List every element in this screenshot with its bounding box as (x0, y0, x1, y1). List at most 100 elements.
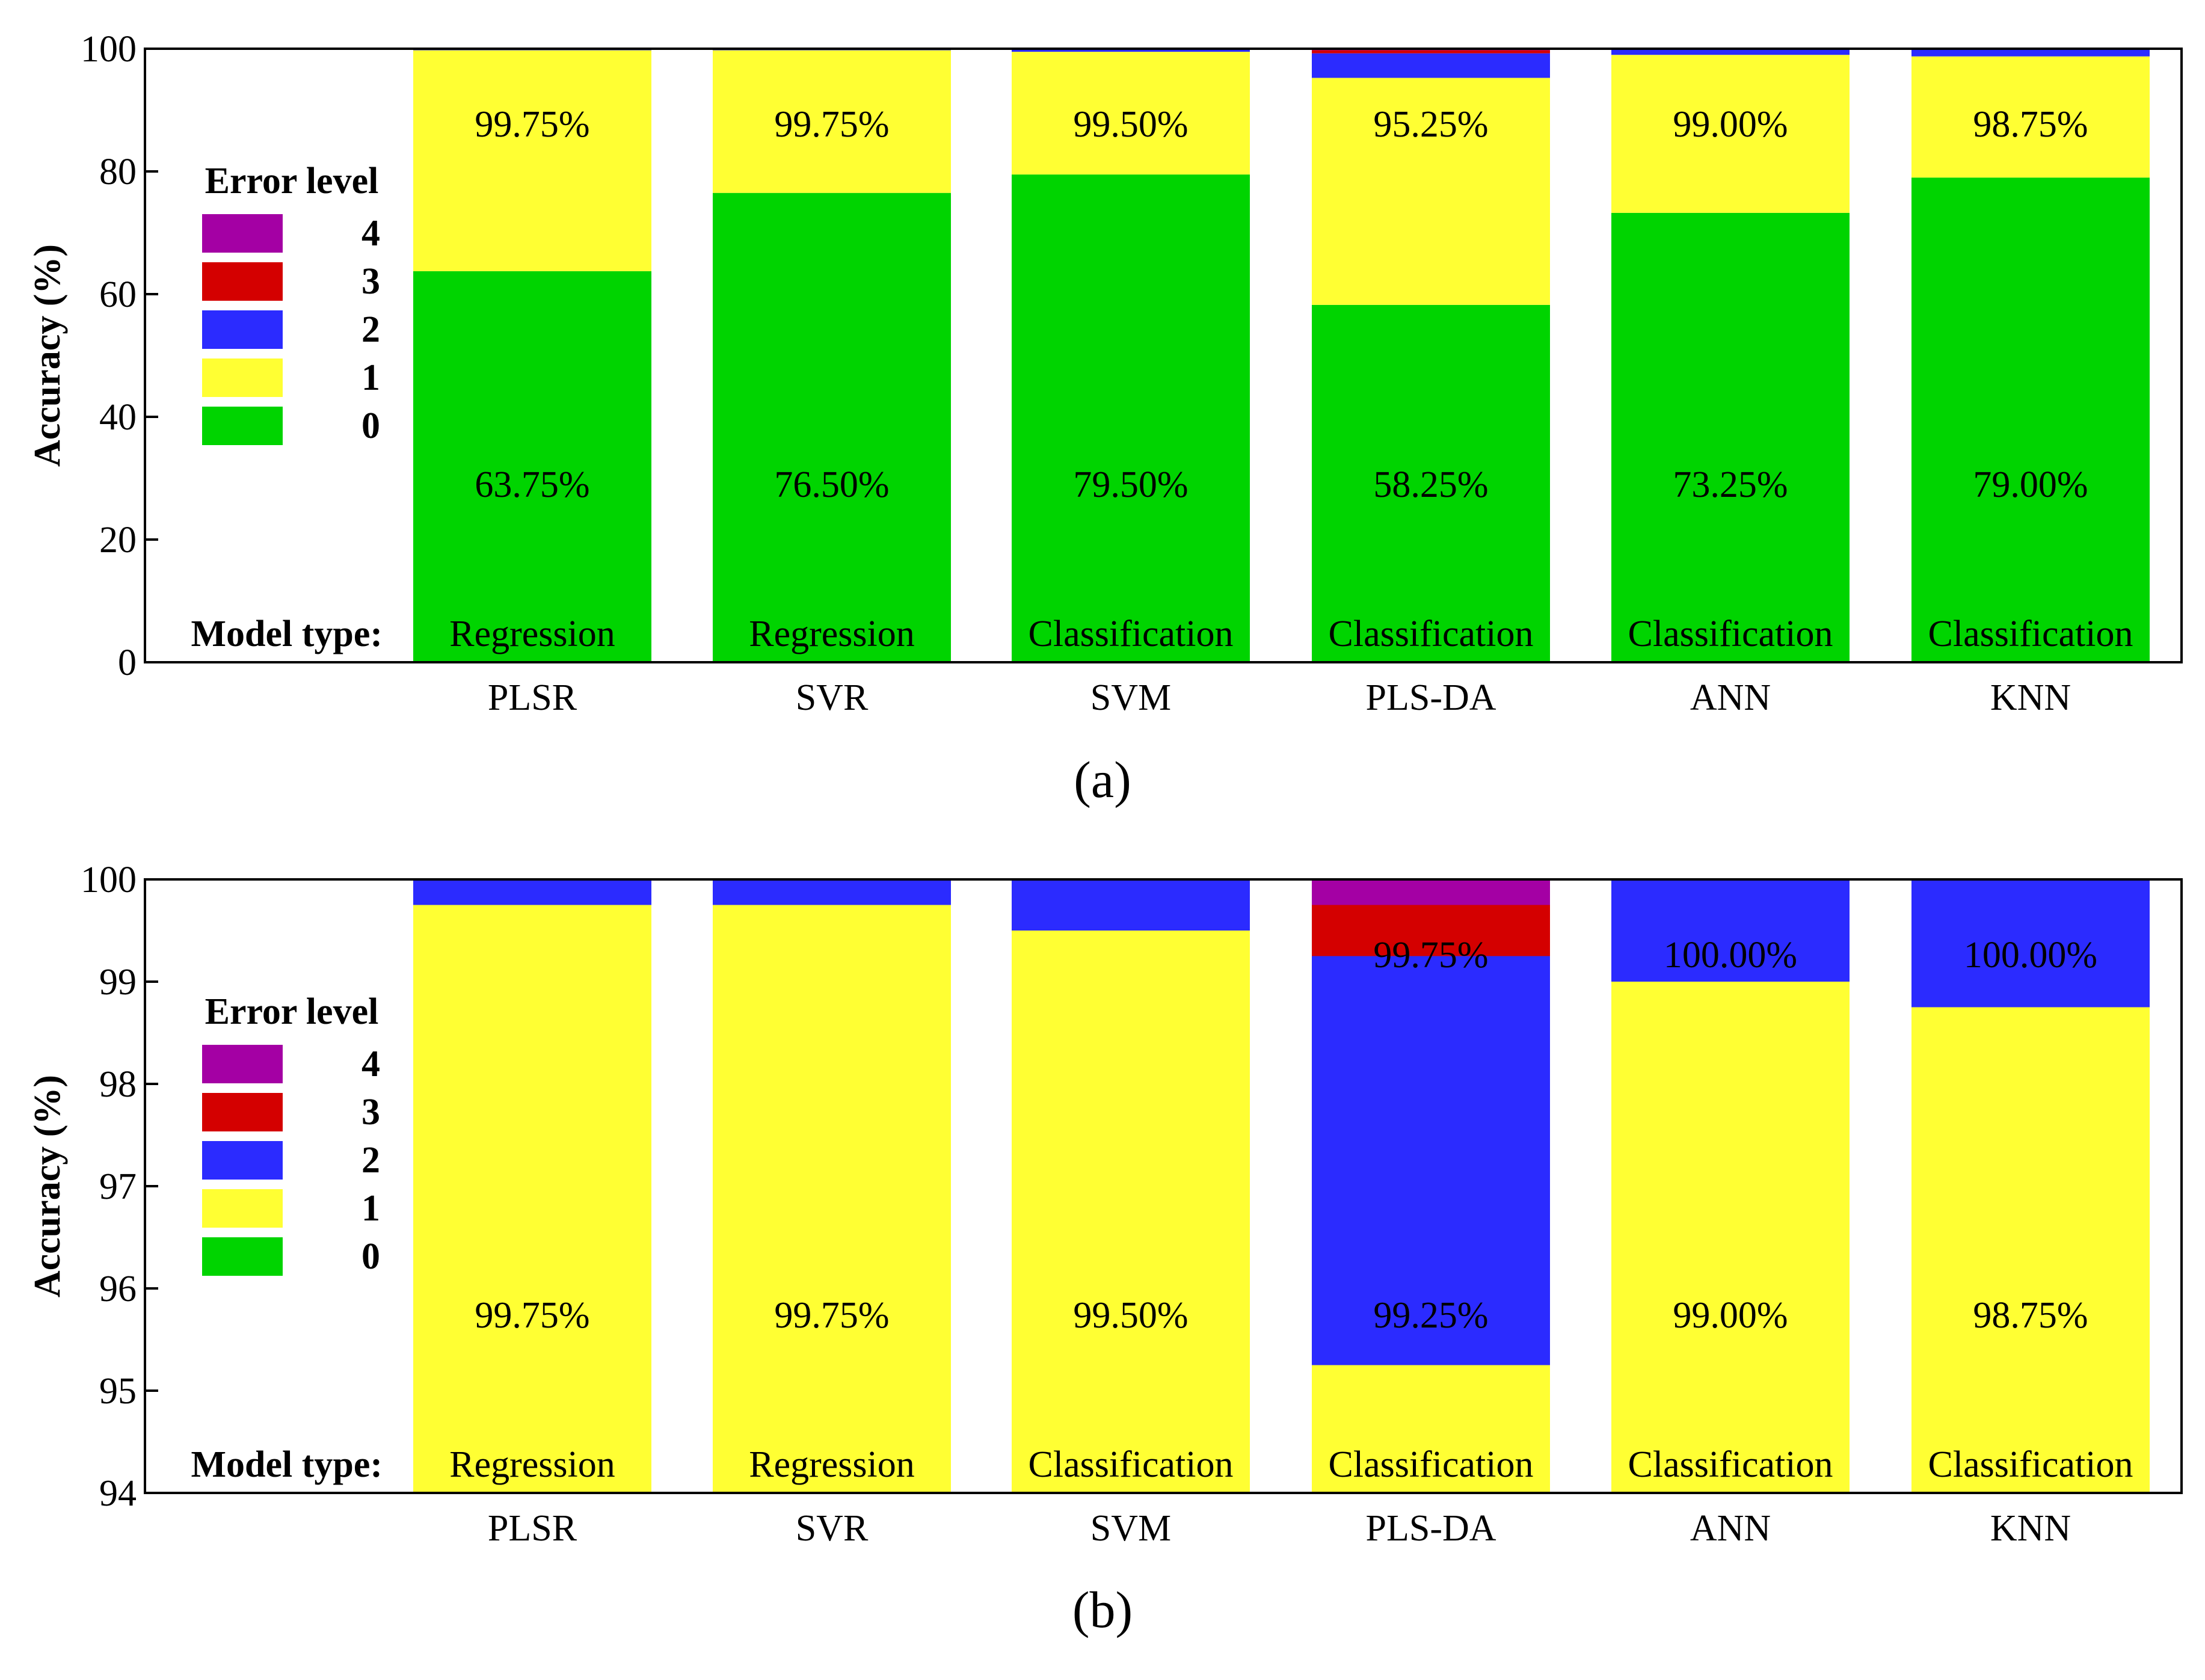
x-tick-label: PLSR (488, 677, 577, 718)
bar-svm-level-0 (1012, 174, 1250, 662)
bar-knn-level-0 (1911, 177, 2150, 662)
data-label-lower: 63.75% (475, 464, 589, 505)
legend-label: 2 (361, 1140, 380, 1181)
x-tick-label: PLS-DA (1365, 1508, 1496, 1549)
data-label-upper: 100.00% (1964, 935, 2097, 976)
plot-frame (144, 48, 2183, 663)
data-label-lower: 76.50% (774, 464, 889, 505)
data-label-lower: 79.00% (1973, 464, 2088, 505)
legend-title: Error level (205, 161, 379, 202)
bar-knn-level-2 (1911, 49, 2150, 57)
bar-plsr-level-2 (413, 879, 651, 905)
data-label-lower: 99.50% (1073, 1295, 1188, 1336)
legend: Error level 4 3 2 1 0 (202, 161, 380, 446)
panel-b: 94 95 96 97 98 99 100 Accuracy (%) PLSR SVR SVM PLS… (27, 860, 2183, 1638)
legend-swatch-level-1 (202, 1189, 283, 1228)
x-tick-label: PLSR (488, 1508, 577, 1549)
legend-label: 1 (361, 357, 380, 398)
data-label-lower: 58.25% (1373, 464, 1488, 505)
legend-swatch-level-2 (202, 310, 283, 349)
bar-ann-level-1 (1611, 55, 1850, 213)
bar-ann-level-2 (1611, 49, 1850, 55)
y-tick-label: 0 (118, 642, 137, 683)
x-tick-label: SVR (796, 1508, 869, 1549)
legend-label: 3 (361, 261, 380, 302)
data-label-upper: 99.75% (774, 104, 889, 145)
bar-pls-da-level-4 (1312, 879, 1550, 905)
x-tick-label: SVM (1090, 1508, 1171, 1549)
legend-swatch-level-1 (202, 358, 283, 397)
bar-svm-level-2 (1012, 879, 1250, 931)
legend-swatch-level-2 (202, 1141, 283, 1180)
model-type-label: Model type: (191, 1444, 383, 1485)
bar-svr-level-1 (713, 905, 951, 1493)
bar-knn-level-1 (1911, 1007, 2150, 1493)
bar-svm-level-2 (1012, 49, 1250, 52)
bar-pls-da-level-0 (1312, 304, 1550, 662)
data-label-lower: 99.75% (774, 1295, 889, 1336)
model-type-value: Regression (449, 614, 615, 654)
legend-label: 0 (361, 1236, 380, 1277)
data-label-lower: 99.25% (1373, 1295, 1488, 1336)
y-tick-label: 60 (99, 274, 137, 315)
legend-label: 4 (361, 213, 380, 254)
panel-label: (b) (1072, 1581, 1133, 1638)
y-tick-label: 96 (99, 1269, 137, 1309)
legend-swatch-level-4 (202, 214, 283, 253)
legend: Error level 4 3 2 1 0 (202, 991, 380, 1277)
bar-svr-level-0 (713, 192, 951, 662)
data-label-lower: 73.25% (1673, 464, 1788, 505)
legend-label: 3 (361, 1092, 380, 1133)
x-tick-label: KNN (1990, 677, 2071, 718)
data-label-lower: 99.00% (1673, 1295, 1788, 1336)
bar-ann-level-2 (1611, 879, 1850, 982)
legend-label: 1 (361, 1188, 380, 1229)
y-tick-label: 95 (99, 1371, 137, 1412)
bar-knn-level-1 (1911, 56, 2150, 178)
data-label-upper: 98.75% (1973, 104, 2088, 145)
data-label-upper: 99.75% (1373, 935, 1488, 976)
bar-plsr-level-1 (413, 905, 651, 1493)
legend-label: 4 (361, 1044, 380, 1085)
y-axis-label: Accuracy (%) (27, 244, 68, 467)
bar-pls-da-level-2 (1312, 53, 1550, 78)
y-tick-label: 100 (81, 860, 137, 900)
model-type-label: Model type: (191, 614, 383, 654)
y-tick-label: 40 (99, 397, 137, 438)
x-tick-label: ANN (1690, 677, 1771, 718)
legend-title: Error level (205, 991, 379, 1032)
bar-svr-level-1 (713, 50, 951, 193)
x-tick-label: SVM (1090, 677, 1171, 718)
model-type-value: Classification (1329, 614, 1534, 654)
model-type-value: Classification (1628, 614, 1833, 654)
bar-plsr-level-1 (413, 50, 651, 271)
bars (413, 49, 2150, 662)
y-axis-label: Accuracy (%) (27, 1075, 68, 1297)
y-tick-label: 97 (99, 1166, 137, 1207)
y-tick-label: 98 (99, 1064, 137, 1105)
legend-swatch-level-0 (202, 407, 283, 445)
bar-pls-da-level-1 (1312, 78, 1550, 305)
bar-knn-level-2 (1911, 879, 2150, 1008)
model-type-value: Classification (1029, 1444, 1234, 1485)
data-label-upper: 95.25% (1373, 104, 1488, 145)
bar-plsr-level-0 (413, 271, 651, 662)
legend-swatch-level-3 (202, 262, 283, 301)
model-type-value: Classification (1628, 1444, 1833, 1485)
model-type-value: Regression (449, 1444, 615, 1485)
legend-swatch-level-0 (202, 1237, 283, 1276)
y-tick-label: 20 (99, 520, 137, 561)
data-label-lower: 79.50% (1073, 464, 1188, 505)
y-tick-label: 94 (99, 1473, 137, 1514)
bar-pls-da-level-1 (1312, 1365, 1550, 1493)
bar-pls-da-level-2 (1312, 956, 1550, 1365)
data-label-lower: 98.75% (1973, 1295, 2088, 1336)
y-tick-label: 80 (99, 152, 137, 192)
legend-label: 0 (361, 405, 380, 446)
x-tick-label: ANN (1690, 1508, 1771, 1549)
data-label-lower: 99.75% (475, 1295, 589, 1336)
bar-pls-da-level-3 (1312, 905, 1550, 956)
model-type-value: Classification (1029, 614, 1234, 654)
